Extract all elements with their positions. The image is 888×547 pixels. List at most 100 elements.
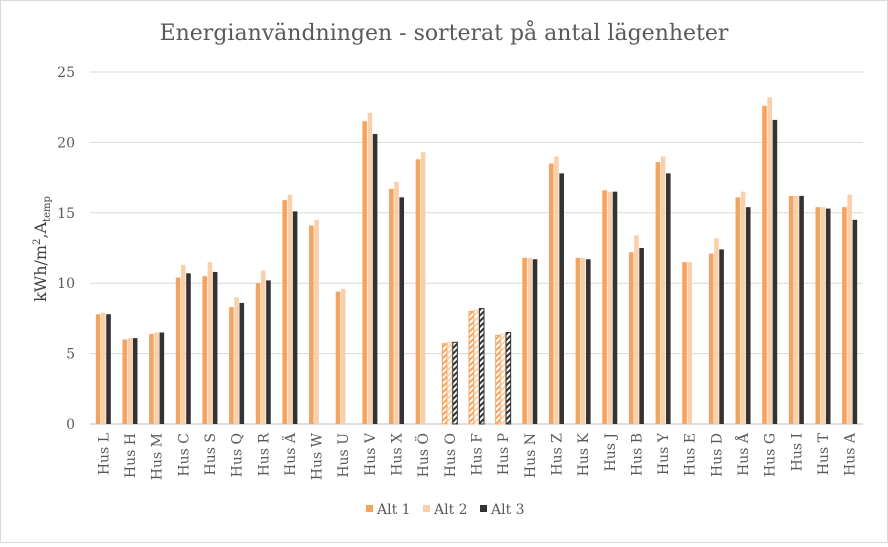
bar-alt-2 bbox=[394, 181, 399, 424]
bar-alt-2 bbox=[447, 341, 453, 425]
bar-alt-2 bbox=[554, 156, 559, 425]
bar-alt-1 bbox=[788, 195, 794, 424]
bar-alt-2 bbox=[340, 288, 346, 424]
bar-alt-2 bbox=[101, 312, 106, 424]
legend-label: Alt 2 bbox=[433, 502, 468, 518]
bar-alt-2 bbox=[794, 195, 799, 424]
x-tick-label: Hus Ö bbox=[414, 433, 432, 477]
bar-alt-2 bbox=[420, 152, 426, 425]
bar-alt-1 bbox=[495, 334, 501, 425]
x-tick-label: Hus M bbox=[150, 433, 166, 480]
bar-alt-1 bbox=[282, 200, 288, 424]
bar-alt-1 bbox=[362, 121, 367, 424]
bar-alt-3 bbox=[132, 338, 138, 424]
bar-alt-1 bbox=[202, 276, 208, 424]
bar-alt-3 bbox=[266, 280, 271, 424]
bar-alt-1 bbox=[522, 257, 527, 424]
legend-swatch bbox=[366, 505, 373, 512]
y-tick-label: 5 bbox=[66, 347, 75, 363]
y-tick-label: 25 bbox=[57, 65, 75, 81]
bars bbox=[95, 97, 858, 425]
x-tick-label: Hus F bbox=[470, 433, 486, 476]
x-tick-label: Hus U bbox=[336, 433, 352, 478]
y-tick-label: 20 bbox=[57, 135, 75, 151]
bar-alt-1 bbox=[628, 252, 634, 424]
legend-label: Alt 1 bbox=[376, 502, 411, 518]
bar-alt-2 bbox=[767, 97, 773, 425]
x-tick-label: Hus P bbox=[496, 433, 512, 475]
x-tick-label: Hus C bbox=[176, 433, 192, 477]
bar-alt-3 bbox=[639, 248, 644, 424]
x-tick-label: Hus E bbox=[683, 433, 699, 476]
bar-alt-1 bbox=[548, 163, 554, 424]
bar-alt-1 bbox=[575, 257, 581, 424]
y-tick-label: 0 bbox=[66, 417, 75, 433]
bar-alt-2 bbox=[714, 238, 719, 424]
bar-alt-3 bbox=[745, 207, 751, 424]
x-tick-label: Hus S bbox=[203, 433, 219, 475]
bar-alt-1 bbox=[122, 339, 128, 424]
y-axis-label-mid: ,A bbox=[31, 221, 50, 238]
bar-alt-2 bbox=[367, 112, 373, 424]
bar-alt-1 bbox=[762, 105, 767, 425]
bar-alt-3 bbox=[505, 331, 512, 425]
bar-alt-3 bbox=[452, 341, 458, 425]
bar-alt-1 bbox=[149, 333, 154, 424]
bar-alt-1 bbox=[255, 283, 261, 424]
bar-alt-1 bbox=[708, 253, 714, 424]
x-tick-label: Hus T bbox=[816, 432, 832, 475]
gridlines bbox=[90, 71, 863, 425]
bar-alt-2 bbox=[207, 262, 213, 424]
y-tick-label: 15 bbox=[57, 206, 75, 222]
bar-alt-2 bbox=[127, 338, 133, 424]
x-tick-label: Hus Y bbox=[656, 432, 672, 475]
x-tick-label: Hus R bbox=[256, 433, 272, 477]
bar-alt-3 bbox=[719, 249, 724, 424]
bar-alt-1 bbox=[468, 310, 475, 425]
bar-alt-3 bbox=[212, 271, 218, 424]
bar-alt-1 bbox=[389, 188, 394, 424]
x-tick-label: Hus G bbox=[763, 433, 779, 477]
bar-alt-1 bbox=[415, 159, 421, 424]
bar-alt-3 bbox=[372, 133, 378, 424]
bar-alt-3 bbox=[799, 195, 804, 424]
x-tick-label: Hus W bbox=[310, 432, 326, 480]
bar-alt-2 bbox=[314, 219, 319, 424]
bar-alt-3 bbox=[772, 119, 778, 424]
bar-alt-2 bbox=[634, 235, 639, 424]
legend: Alt 1 Alt 2 Alt 3 bbox=[366, 502, 525, 518]
bar-alt-3 bbox=[478, 308, 485, 425]
y-axis-label-sub: temp bbox=[42, 196, 53, 222]
bar-alt-3 bbox=[612, 191, 618, 424]
x-tick-label: Hus Z bbox=[549, 433, 565, 476]
bar-alt-3 bbox=[292, 211, 298, 424]
bar-alt-2 bbox=[660, 156, 666, 425]
x-tick-label: Hus H bbox=[123, 433, 139, 478]
bar-alt-3 bbox=[399, 197, 405, 424]
y-axis-label-main: kWh/m bbox=[31, 245, 50, 302]
bar-alt-3 bbox=[159, 332, 165, 424]
bar-alt-2 bbox=[473, 309, 480, 425]
bar-alt-2 bbox=[847, 194, 852, 424]
bar-alt-1 bbox=[682, 262, 687, 424]
y-tick-labels: 0 5 10 15 20 25 bbox=[57, 65, 75, 433]
y-axis-label: kWh/m2,Atemp bbox=[31, 196, 53, 302]
y-tick-label: 10 bbox=[57, 276, 75, 292]
x-tick-label: Hus L bbox=[96, 433, 112, 475]
bar-alt-2 bbox=[234, 297, 239, 424]
bar-alt-1 bbox=[441, 343, 448, 425]
x-tick-label: Hus I bbox=[789, 433, 805, 471]
x-tick-label: Hus Ä bbox=[281, 432, 299, 476]
bar-alt-3 bbox=[106, 314, 111, 424]
bar-alt-3 bbox=[186, 273, 191, 424]
bar-alt-2 bbox=[527, 257, 533, 424]
bar-alt-3 bbox=[239, 302, 245, 424]
x-tick-label: Hus B bbox=[629, 433, 645, 476]
bar-alt-1 bbox=[735, 197, 741, 424]
bar-alt-2 bbox=[580, 257, 586, 424]
x-tick-labels: Hus L Hus H Hus M Hus C Hus S Hus Q Hus R Hus Ä… bbox=[96, 432, 858, 480]
bar-alt-3 bbox=[559, 173, 564, 424]
bar-alt-2 bbox=[260, 270, 266, 424]
